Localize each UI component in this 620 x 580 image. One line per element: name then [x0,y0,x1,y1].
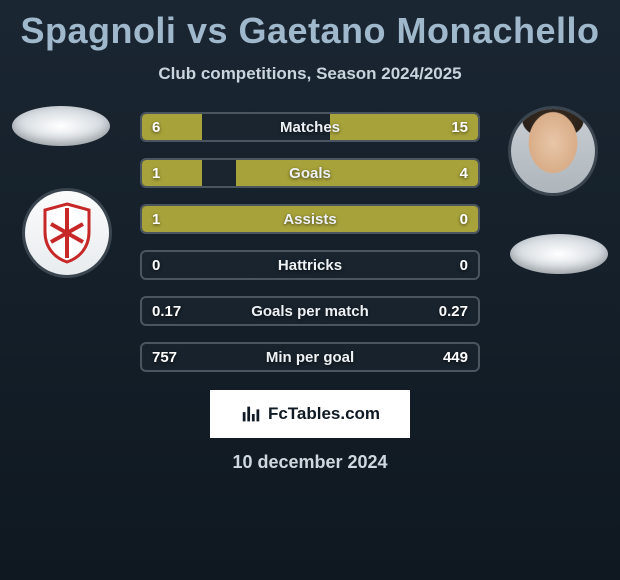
player-face-icon [511,109,595,193]
chart-bars-icon [240,403,262,425]
player-left-ellipse [12,106,110,146]
stat-value-right: 449 [443,349,468,366]
stat-label: Hattricks [142,257,478,274]
stat-value-left: 757 [152,349,177,366]
stat-row: 757 449Min per goal [140,342,480,372]
player-right-photo [508,106,598,196]
stat-bar-left [142,160,202,186]
bars-container: 615Matches 14Goals 10Assists 0 0Hattricks 0.1… [140,112,480,388]
stat-row: 14Goals [140,158,480,188]
stat-row: 615Matches [140,112,480,142]
comparison-panel: 615Matches 14Goals 10Assists 0 0Hattricks 0.1… [0,112,620,382]
stat-bar-left [142,206,478,232]
stat-bar-left [142,114,202,140]
page-title: Spagnoli vs Gaetano Monachello [0,0,620,52]
stat-label: Min per goal [142,349,478,366]
stat-value-left: 0 [152,257,160,274]
stat-value-right: 0.27 [439,303,468,320]
watermark: FcTables.com [210,390,410,438]
club-crest-icon [41,202,93,264]
stat-value-left: 0.17 [152,303,181,320]
stat-row: 0 0Hattricks [140,250,480,280]
player-left-club-badge [22,188,112,278]
date-text: 10 december 2024 [0,452,620,473]
stat-bar-right [236,160,478,186]
watermark-text: FcTables.com [268,404,380,424]
stat-row: 0.17 0.27Goals per match [140,296,480,326]
stat-row: 10Assists [140,204,480,234]
stat-bar-right [330,114,478,140]
subtitle: Club competitions, Season 2024/2025 [0,64,620,84]
player-right-ellipse [510,234,608,274]
stat-label: Goals per match [142,303,478,320]
stat-value-right: 0 [460,257,468,274]
